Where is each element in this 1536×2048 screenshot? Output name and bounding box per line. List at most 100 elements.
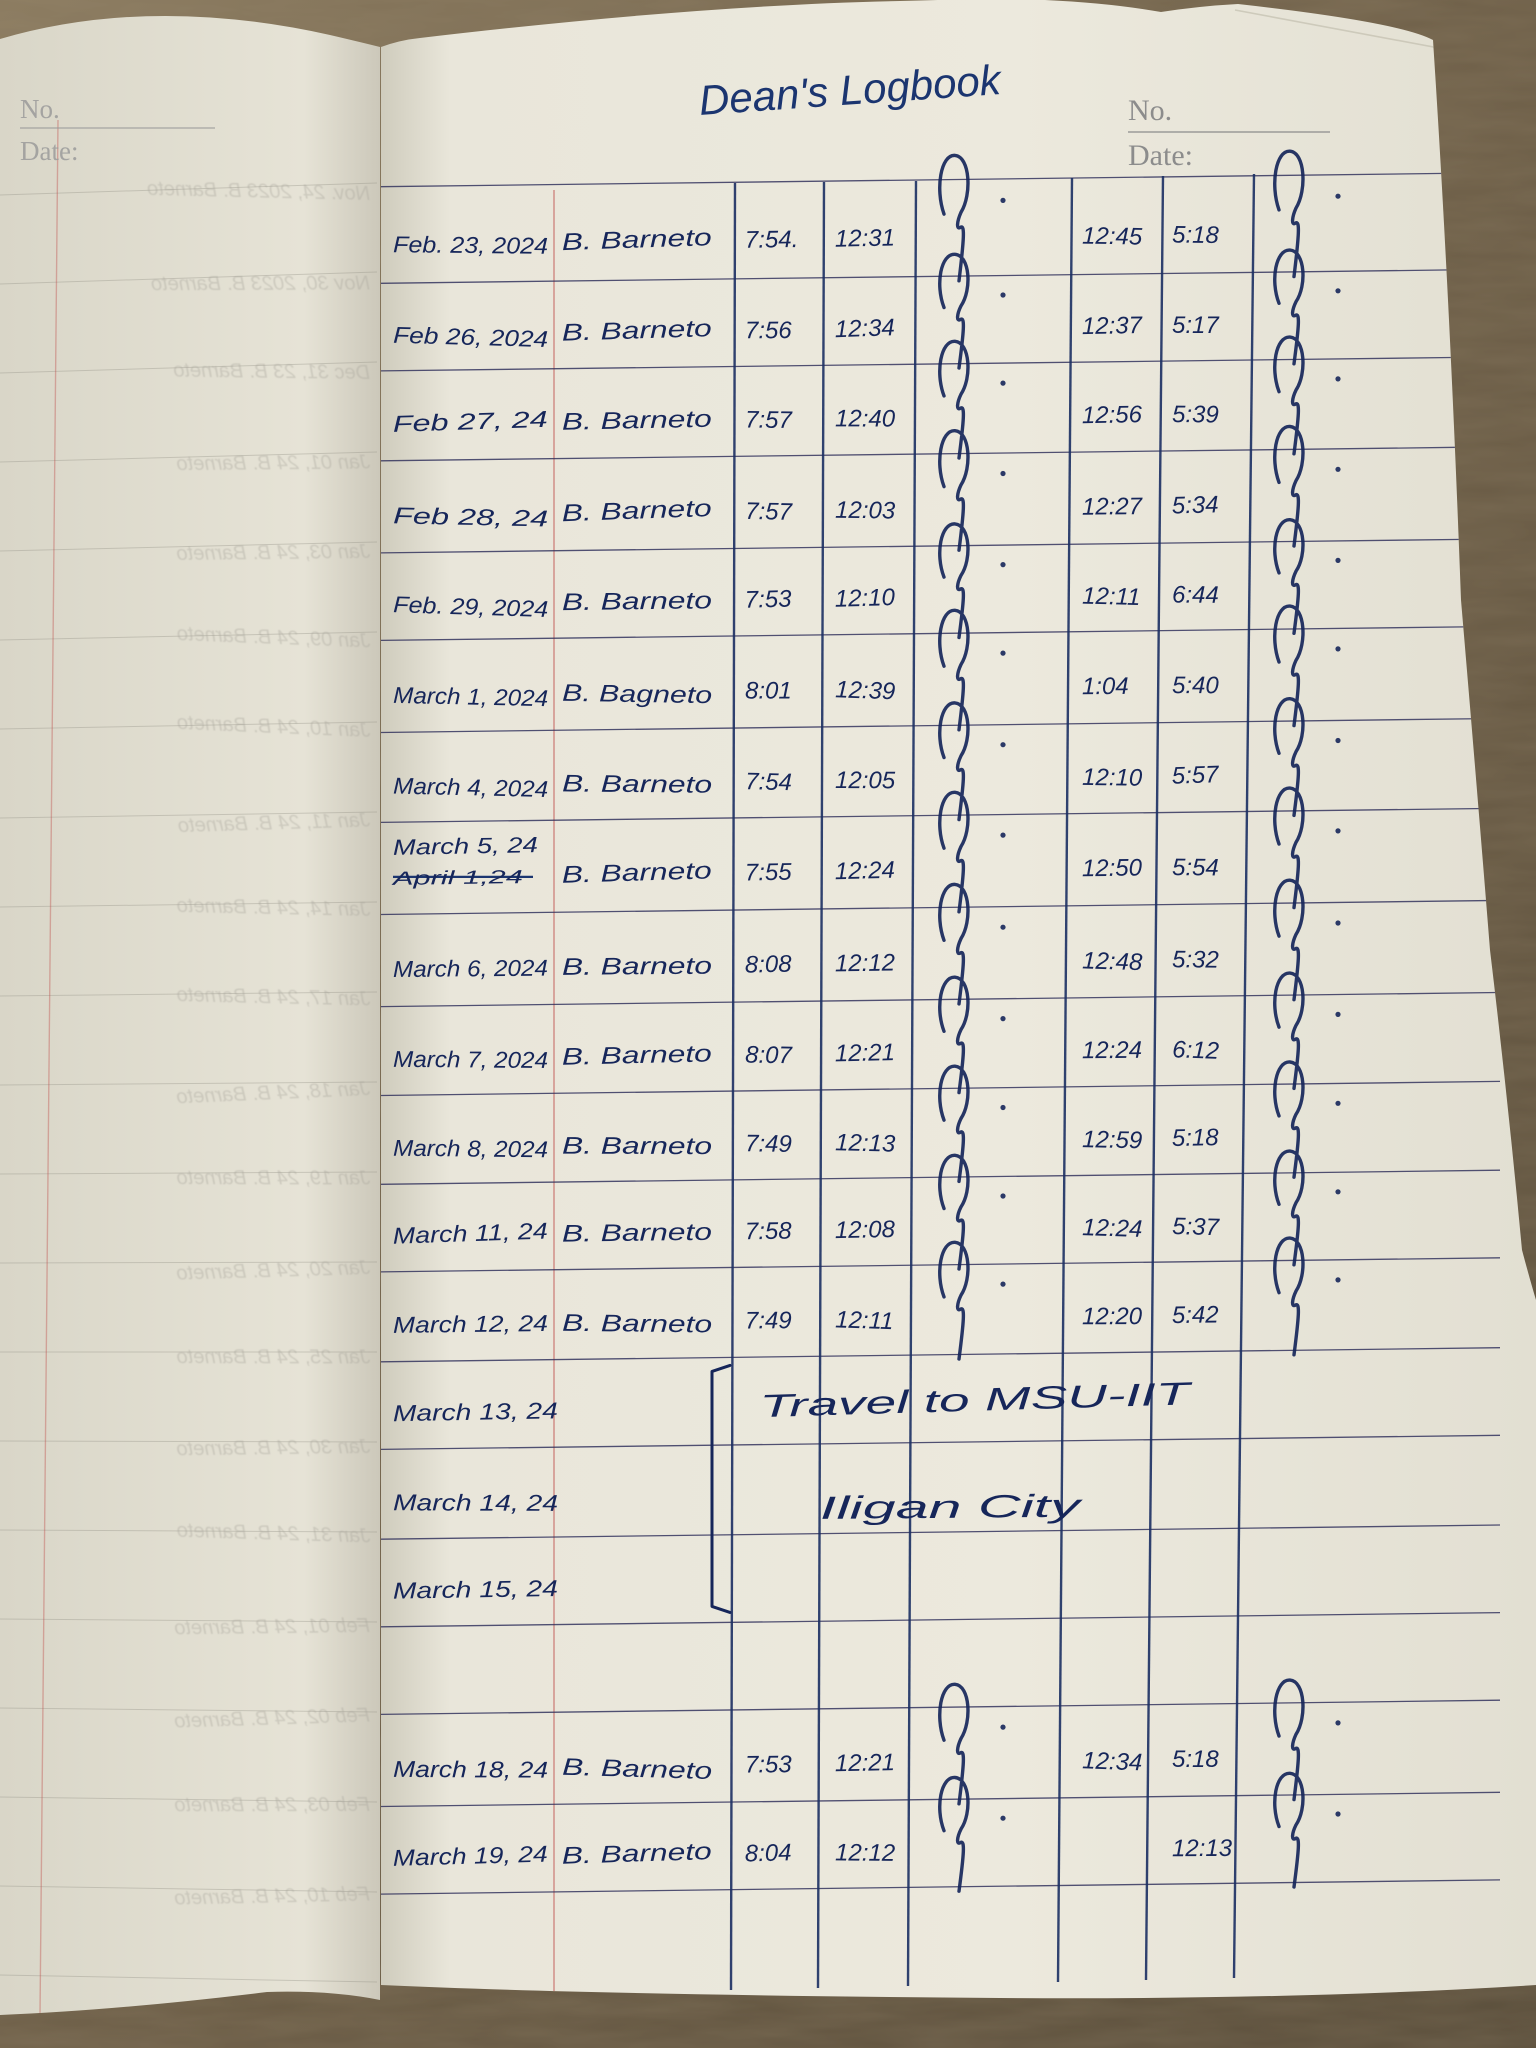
svg-text:Jan 25, 24 B. Barneto: Jan 25, 24 B. Barneto xyxy=(177,1346,372,1368)
svg-text:12:12: 12:12 xyxy=(835,949,895,977)
svg-text:12:10: 12:10 xyxy=(1082,764,1143,792)
svg-text:12:20: 12:20 xyxy=(1082,1303,1143,1330)
svg-text:7:55: 7:55 xyxy=(745,859,793,887)
svg-text:8:01: 8:01 xyxy=(745,678,792,705)
svg-text:Nov 30, 2023 B. Barneto: Nov 30, 2023 B. Barneto xyxy=(151,273,370,296)
svg-text:March 1, 2024: March 1, 2024 xyxy=(393,682,549,711)
svg-text:5:37: 5:37 xyxy=(1172,1213,1221,1241)
svg-text:Jan 18, 24 B. Barneto: Jan 18, 24 B. Barneto xyxy=(176,1078,371,1108)
svg-text:12:40: 12:40 xyxy=(835,405,896,432)
svg-text:7:56: 7:56 xyxy=(745,317,793,344)
svg-text:March 4, 2024: March 4, 2024 xyxy=(393,773,549,803)
svg-text:8:07: 8:07 xyxy=(745,1042,794,1070)
svg-text:March 12, 24: March 12, 24 xyxy=(393,1310,548,1338)
svg-text:12:59: 12:59 xyxy=(1082,1126,1143,1154)
svg-text:Travel to MSU-IIT: Travel to MSU-IIT xyxy=(759,1375,1194,1424)
svg-text:7:54: 7:54 xyxy=(745,768,792,796)
svg-text:Feb 01, 24 B. Barneto: Feb 01, 24 B. Barneto xyxy=(174,1615,370,1639)
svg-text:5:32: 5:32 xyxy=(1172,946,1219,973)
svg-text:Iligan City: Iligan City xyxy=(820,1488,1084,1526)
svg-text:6:12: 6:12 xyxy=(1172,1036,1220,1065)
svg-text:12:11: 12:11 xyxy=(835,1306,894,1335)
svg-text:March 13, 24: March 13, 24 xyxy=(393,1397,558,1426)
svg-text:Feb 27, 24: Feb 27, 24 xyxy=(392,406,548,437)
svg-text:12:31: 12:31 xyxy=(835,225,896,253)
svg-text:Jan 30, 24 B. Barneto: Jan 30, 24 B. Barneto xyxy=(176,1436,371,1460)
svg-text:5:18: 5:18 xyxy=(1172,1746,1219,1773)
svg-text:Feb 10, 24 B. Barneto: Feb 10, 24 B. Barneto xyxy=(174,1884,370,1910)
svg-text:Date:: Date: xyxy=(20,136,78,166)
svg-text:Feb. 23, 2024: Feb. 23, 2024 xyxy=(393,231,548,259)
svg-text:March 14, 24: March 14, 24 xyxy=(393,1489,558,1516)
svg-text:7:57: 7:57 xyxy=(745,498,794,526)
svg-text:B. Barneto: B. Barneto xyxy=(562,1754,713,1785)
svg-text:B. Barneto: B. Barneto xyxy=(562,770,712,798)
svg-text:7:53: 7:53 xyxy=(744,585,792,613)
svg-text:12:08: 12:08 xyxy=(835,1216,896,1244)
svg-text:Feb 02, 24 B. Barneto: Feb 02, 24 B. Barneto xyxy=(174,1705,370,1733)
svg-text:12:10: 12:10 xyxy=(834,584,895,613)
svg-text:12:12: 12:12 xyxy=(835,1839,895,1867)
svg-text:7:58: 7:58 xyxy=(745,1218,793,1246)
svg-text:March 7, 2024: March 7, 2024 xyxy=(393,1046,548,1073)
svg-text:12:45: 12:45 xyxy=(1082,223,1143,251)
svg-text:12:39: 12:39 xyxy=(835,676,896,705)
svg-text:Jan 17, 24 B. Barneto: Jan 17, 24 B. Barneto xyxy=(176,984,371,1010)
svg-text:12:03: 12:03 xyxy=(835,497,896,525)
svg-text:5:54: 5:54 xyxy=(1172,854,1219,881)
svg-text:Jan 03, 24 B. Barneto: Jan 03, 24 B. Barneto xyxy=(176,541,371,565)
svg-text:12:37: 12:37 xyxy=(1082,312,1144,340)
svg-text:12:11: 12:11 xyxy=(1082,583,1141,611)
svg-text:5:40: 5:40 xyxy=(1172,672,1219,699)
svg-text:Feb. 29, 2024: Feb. 29, 2024 xyxy=(393,591,549,622)
svg-text:5:42: 5:42 xyxy=(1172,1301,1219,1329)
svg-text:Jan 10, 24 B. Barneto: Jan 10, 24 B. Barneto xyxy=(176,712,371,742)
svg-text:5:57: 5:57 xyxy=(1171,761,1220,790)
svg-text:12:27: 12:27 xyxy=(1082,493,1144,521)
svg-text:March 6, 2024: March 6, 2024 xyxy=(393,955,548,982)
svg-text:Feb 28, 24: Feb 28, 24 xyxy=(393,502,549,531)
svg-text:March 11, 24: March 11, 24 xyxy=(392,1218,548,1249)
svg-text:Jan 31, 24 B. Barneto: Jan 31, 24 B. Barneto xyxy=(176,1520,371,1548)
svg-text:Jan 20, 24 B. Barneto: Jan 20, 24 B. Barneto xyxy=(176,1257,371,1285)
svg-text:7:53: 7:53 xyxy=(745,1751,793,1778)
svg-text:Dec 31, 23 B. Barneto: Dec 31, 23 B. Barneto xyxy=(173,360,370,384)
svg-text:8:04: 8:04 xyxy=(744,1839,791,1867)
svg-text:March 5, 24: March 5, 24 xyxy=(393,832,538,860)
svg-text:12:34: 12:34 xyxy=(834,314,895,343)
svg-text:5:34: 5:34 xyxy=(1171,491,1218,519)
svg-text:B. Barneto: B. Barneto xyxy=(562,587,712,616)
svg-text:B. Bagneto: B. Bagneto xyxy=(562,680,712,709)
svg-text:Dean's Logbook: Dean's Logbook xyxy=(697,56,1004,124)
svg-text:B. Barneto: B. Barneto xyxy=(562,1133,712,1161)
svg-text:12:50: 12:50 xyxy=(1082,854,1143,882)
svg-text:Feb 03, 24 B. Barneto: Feb 03, 24 B. Barneto xyxy=(174,1794,370,1816)
svg-text:B. Barneto: B. Barneto xyxy=(561,495,712,527)
svg-text:No.: No. xyxy=(1128,94,1172,127)
svg-text:Feb 26, 2024: Feb 26, 2024 xyxy=(393,322,549,352)
svg-text:March 18, 24: March 18, 24 xyxy=(393,1756,548,1783)
svg-text:B. Barneto: B. Barneto xyxy=(562,953,712,981)
svg-text:5:18: 5:18 xyxy=(1172,1124,1220,1152)
svg-text:Nov. 24, 2023 B. Barneto: Nov. 24, 2023 B. Barneto xyxy=(147,178,371,205)
svg-text:12:21: 12:21 xyxy=(835,1749,896,1777)
svg-text:B. Barneto: B. Barneto xyxy=(562,1219,712,1248)
svg-text:Jan 01, 24 B. Barneto: Jan 01, 24 B. Barneto xyxy=(176,451,371,475)
svg-text:B. Barneto: B. Barneto xyxy=(561,857,712,888)
svg-text:March 15, 24: March 15, 24 xyxy=(393,1575,558,1604)
svg-text:12:05: 12:05 xyxy=(835,767,896,794)
svg-text:5:18: 5:18 xyxy=(1172,222,1220,250)
svg-text:8:08: 8:08 xyxy=(745,951,793,979)
svg-text:12:48: 12:48 xyxy=(1082,947,1143,976)
svg-text:March 8, 2024: March 8, 2024 xyxy=(393,1135,548,1163)
svg-text:B. Barneto: B. Barneto xyxy=(562,1310,712,1339)
svg-text:12:24: 12:24 xyxy=(1082,1037,1142,1065)
svg-text:12:34: 12:34 xyxy=(1082,1747,1143,1776)
svg-text:Jan 19, 24 B. Barneto: Jan 19, 24 B. Barneto xyxy=(177,1167,372,1189)
svg-text:6:44: 6:44 xyxy=(1172,582,1219,609)
svg-text:No.: No. xyxy=(20,94,60,124)
svg-text:B. Barneto: B. Barneto xyxy=(561,315,712,346)
svg-text:5:17: 5:17 xyxy=(1172,312,1220,339)
svg-text:B. Barneto: B. Barneto xyxy=(561,1838,712,1870)
svg-text:12:13: 12:13 xyxy=(835,1129,896,1157)
